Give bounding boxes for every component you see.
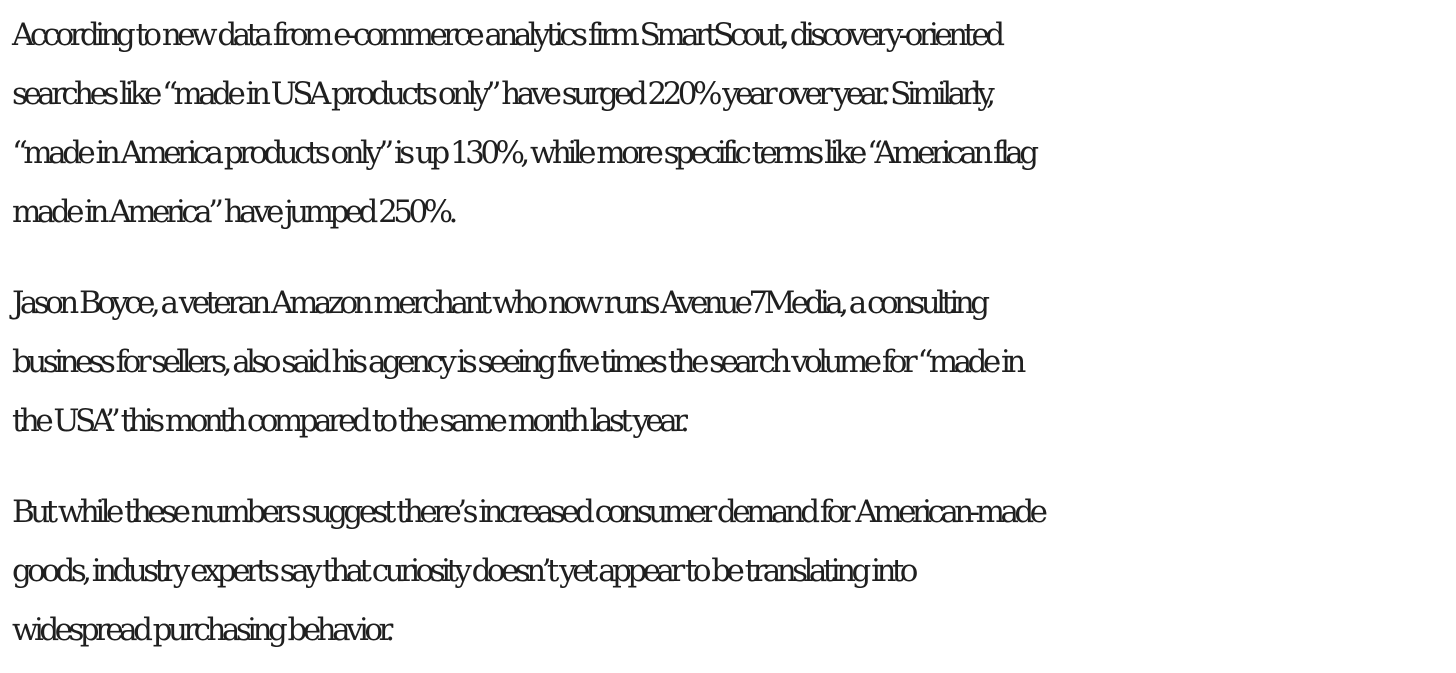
paragraph-line: business for sellers, also said his agen… <box>12 344 1026 380</box>
paragraph-line: searches like “made in USA products only… <box>12 76 996 112</box>
paragraph-line: the USA” this month compared to the same… <box>12 403 690 439</box>
paragraph-line: made in America” have jumped 250%. <box>12 194 458 230</box>
paragraph-line: According to new data from e-commerce an… <box>12 17 1005 53</box>
paragraph-line: Jason Boyce, a veteran Amazon merchant w… <box>12 285 990 321</box>
paragraph-industry-experts: But while these numbers suggest there’s … <box>12 483 1456 660</box>
paragraph-line: widespread purchasing behavior. <box>12 612 395 648</box>
paragraph-smartscout-data: According to new data from e-commerce an… <box>12 6 1456 242</box>
paragraph-jason-boyce: Jason Boyce, a veteran Amazon merchant w… <box>12 274 1456 451</box>
paragraph-line: “made in America products only” is up 13… <box>12 135 1039 171</box>
paragraph-line: goods, industry experts say that curiosi… <box>12 553 918 589</box>
paragraph-line: But while these numbers suggest there’s … <box>12 494 1048 530</box>
